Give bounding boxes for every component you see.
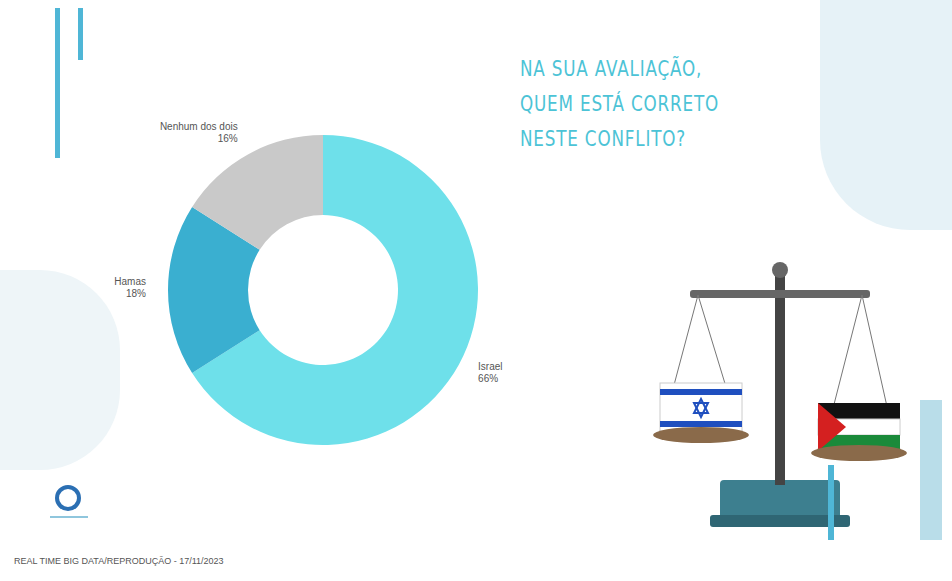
html-text:REAL TIME BIG DATA/REPRODUÇÃO: REAL TIME BIG DATA/REPRODUÇÃO - 17/11/20…	[14, 556, 224, 566]
html-text:NA SUA AVALIAÇÃO, QUEM ESTÁ CO: NA SUA AVALIAÇÃO, QUEM ESTÁ CORRETO NEST…	[520, 57, 719, 151]
svg-text:Israel66%: Israel66%	[478, 361, 502, 384]
svg-text:Nenhum dos dois16%: Nenhum dos dois16%	[160, 121, 238, 144]
svg-text:Hamas18%: Hamas18%	[114, 276, 146, 299]
